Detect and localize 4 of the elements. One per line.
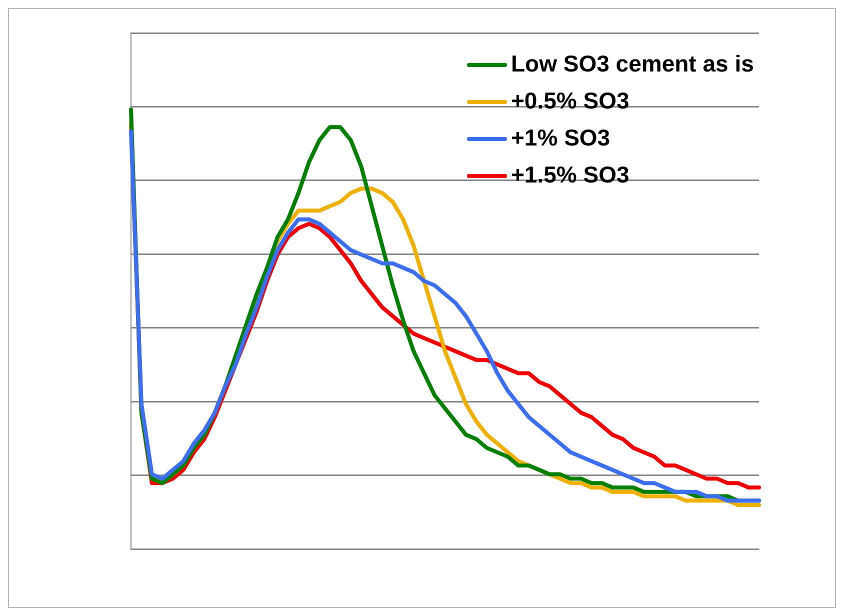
legend-label: +1% SO3 — [511, 124, 610, 150]
legend-label: Low SO3 cement as is — [511, 50, 754, 76]
legend-label: +1.5% SO3 — [511, 161, 630, 188]
legend-label: +0.5% SO3 — [511, 87, 630, 114]
